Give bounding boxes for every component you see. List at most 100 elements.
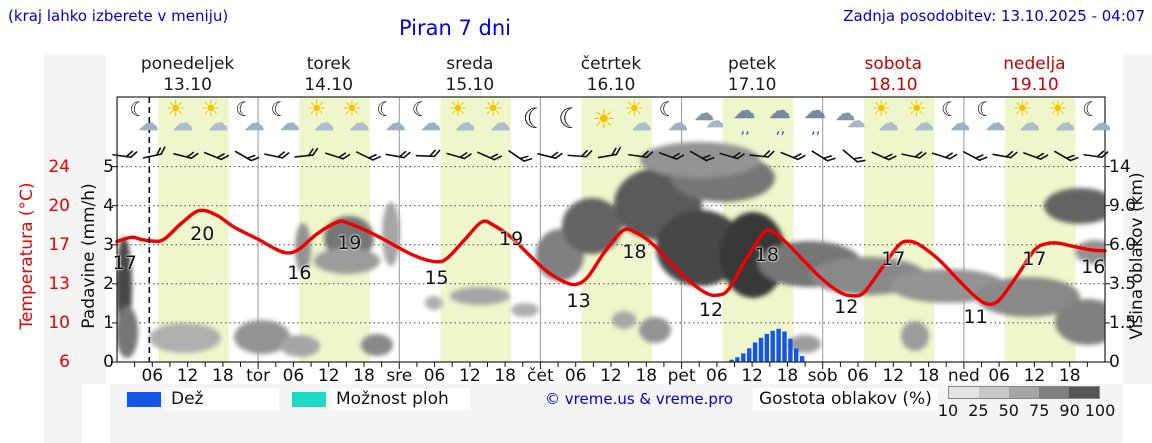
- day-date: 14.10: [304, 75, 354, 95]
- moon-glyph: ☾: [235, 97, 254, 121]
- x-tick-06: 06: [988, 366, 1010, 386]
- moon-glyph: ☾: [976, 97, 995, 121]
- page-title: Piran 7 dni: [398, 16, 512, 40]
- cloud-glyph: ☁: [1091, 111, 1112, 135]
- density-tick: 100: [1084, 401, 1116, 420]
- density-tick: 25: [968, 401, 989, 420]
- weather-icon-clouds: ☁ ☁: [693, 99, 729, 145]
- cloud-glyph: ☁: [313, 111, 334, 135]
- precip-tick: 1: [103, 312, 114, 333]
- day-name: petek: [728, 54, 777, 74]
- weather-icon-rain: ☁ ‚‚: [728, 99, 764, 145]
- wind-barbs: [112, 146, 1109, 163]
- x-tick-12: 12: [1023, 366, 1046, 386]
- cloud-glyph: ☁: [1054, 111, 1075, 135]
- x-tick-čet: čet: [527, 366, 554, 386]
- drops-glyph: ‚‚: [740, 119, 750, 137]
- x-tick-12: 12: [882, 366, 905, 386]
- x-tick-ned: ned: [947, 366, 980, 386]
- location-hint: (kraj lahko izberete v meniju): [8, 7, 229, 25]
- weather-icon-moon-cloud: ☾ ☁: [270, 99, 306, 145]
- weather-icon-sun-cloud: ☀ ☁: [622, 99, 658, 145]
- cloud-glyph: ☁: [768, 99, 791, 124]
- x-tick-tor: tor: [246, 366, 271, 386]
- day-header-četrtek: četrtek 16.10: [540, 54, 682, 96]
- day-header-sreda: sreda 15.10: [399, 54, 541, 96]
- cloud-glyph: ☁: [207, 111, 228, 135]
- copyright-link[interactable]: © vreme.us & vreme.pro: [545, 390, 733, 408]
- weather-icon-sun-cloud: ☀ ☁: [199, 99, 235, 145]
- day-date: 17.10: [727, 75, 777, 95]
- temp-tick: 24: [48, 156, 70, 177]
- day-date: 16.10: [586, 75, 636, 95]
- cloud-glyph: ☁: [385, 111, 406, 135]
- cloud-tick: 9.0: [1109, 195, 1137, 216]
- moon-glyph: ☾: [376, 97, 395, 121]
- temp-value-label: 17: [1022, 247, 1047, 270]
- weather-icon-moon-cloud: ☾ ☁: [375, 99, 411, 145]
- weather-icon-sun: ☀: [587, 99, 623, 145]
- sun-glyph: ☀: [165, 97, 186, 122]
- cloud-glyph: ☁: [803, 99, 826, 124]
- temp-value-label: 18: [754, 243, 779, 266]
- cloud-glyph: ☁: [244, 111, 265, 135]
- temp-value-label: 12: [834, 295, 859, 318]
- density-ramp-segment: [949, 387, 979, 398]
- weather-icon-sun-cloud: ☀ ☁: [340, 99, 376, 145]
- precip-tick: 0: [103, 352, 114, 372]
- x-tick-18: 18: [1058, 366, 1081, 386]
- precip-tick: 4: [103, 195, 114, 216]
- cloud-glyph: ☁: [878, 111, 899, 135]
- day-date: 15.10: [445, 75, 495, 95]
- day-name: sobota: [864, 54, 923, 74]
- day-name: četrtek: [580, 54, 642, 74]
- day-name: ponedeljek: [140, 54, 235, 74]
- moon-glyph: ☾: [129, 97, 148, 121]
- sun-glyph: ☀: [447, 97, 468, 122]
- temp-value-label: 16: [287, 262, 312, 285]
- day-header-torek: torek 14.10: [258, 54, 400, 96]
- right-axis-panel: [1123, 55, 1152, 384]
- temp-tick: 20: [48, 195, 70, 216]
- density-ramp-segment: [979, 387, 1009, 398]
- sun-glyph: ☀: [906, 97, 927, 122]
- weather-icon-clouds: ☁ ☁: [834, 99, 870, 145]
- moon-glyph: ☾: [411, 97, 430, 121]
- x-tick-12: 12: [459, 366, 481, 386]
- day-header-ponedeljek: ponedeljek 13.10: [117, 54, 259, 96]
- density-tick: 90: [1059, 401, 1080, 420]
- sun-glyph: ☀: [1047, 97, 1068, 122]
- weather-icon-moon: ☾: [517, 99, 553, 145]
- weather-icon-moon: ☾: [552, 99, 588, 145]
- weather-icon-moon-cloud: ☾ ☁: [411, 99, 447, 145]
- weather-icon-moon-cloud: ☾ ☁: [128, 99, 164, 145]
- cloud-glyph: ☁: [279, 111, 300, 135]
- x-tick-12: 12: [741, 366, 763, 386]
- precip-tick: 3: [103, 234, 114, 255]
- sun-glyph: ☀: [1012, 97, 1033, 122]
- cloud-glyph: ☁: [985, 111, 1006, 135]
- cloud-tick: 14: [1109, 156, 1131, 177]
- x-tick-06: 06: [847, 366, 869, 386]
- weather-icon-sun-cloud: ☀ ☁: [869, 99, 905, 145]
- moon-glyph: ☾: [940, 97, 959, 121]
- temp-value-label: 19: [499, 227, 524, 250]
- weather-icon-sun-cloud: ☀ ☁: [1046, 99, 1082, 145]
- cloud-glyph: ☁: [705, 111, 724, 132]
- cloud-tick: 3.5: [1109, 273, 1137, 294]
- temp-value-label: 12: [698, 298, 724, 321]
- weather-icon-sun-cloud: ☀ ☁: [305, 99, 341, 145]
- x-tick-12: 12: [317, 366, 340, 386]
- x-tick-18: 18: [635, 366, 658, 386]
- x-tick-06: 06: [141, 366, 164, 386]
- rain-legend-swatch: [127, 392, 161, 407]
- x-tick-12: 12: [600, 366, 622, 386]
- drops-glyph: ‚‚: [775, 119, 786, 137]
- x-tick-06: 06: [423, 366, 446, 386]
- temp-value-label: 20: [190, 223, 215, 246]
- cloud-glyph: ☁: [847, 111, 866, 132]
- sun-glyph: ☀: [592, 105, 616, 135]
- moon-glyph: ☾: [1082, 97, 1101, 121]
- x-tick-06: 06: [706, 366, 728, 386]
- day-name: sreda: [446, 54, 494, 74]
